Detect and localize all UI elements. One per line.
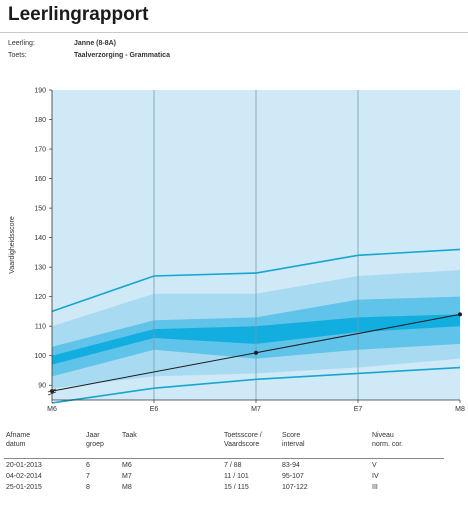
x-tick-label-m8: M8: [455, 406, 465, 413]
y-tick-label-120: 120: [34, 294, 46, 301]
y-tick-label-90: 90: [38, 383, 46, 390]
table-cell: IV: [372, 473, 379, 480]
table-cell: V: [372, 462, 377, 469]
table-cell: 25-01-2015: [6, 484, 42, 491]
table-cell: III: [372, 484, 378, 491]
student-label: Leerling:: [8, 40, 35, 47]
table-cell: 8: [86, 484, 90, 491]
student-row: Leerling: Janne (8-8A): [8, 40, 116, 47]
y-tick-label-160: 160: [34, 176, 46, 183]
score-chart: 90 100 110 120 130 140 150 160 170 180 190 M6 E6 M7 E7…: [9, 88, 465, 414]
table-header-line-2: Vaardscore: [224, 441, 260, 448]
table-header-line-1: Niveau: [372, 432, 394, 439]
table-cell: 107-122: [282, 484, 308, 491]
y-axis-label: Vaardigheidsscore: [9, 216, 16, 274]
x-tick-label-m7: M7: [251, 406, 261, 413]
upper-boundary-line: [51, 248, 461, 313]
table-cell: M7: [122, 473, 132, 480]
y-axis-break: [47, 388, 57, 396]
table-header-line-1: Taak: [122, 432, 137, 439]
table-header-line-1: Toetsscore /: [224, 432, 262, 439]
score-point-m8: [458, 312, 462, 317]
test-value: Taalverzorging - Grammatica: [74, 52, 170, 59]
table-header-line-2: norm. cor.: [372, 441, 404, 448]
x-tick-label-m6: M6: [47, 406, 57, 413]
table-header-line-2: interval: [282, 441, 305, 448]
table-cell: 11 / 101: [224, 473, 249, 480]
y-tick-label-130: 130: [34, 265, 46, 272]
table-cell: 6: [86, 462, 90, 469]
table-header-line-1: Jaar: [86, 432, 100, 439]
x-tick-label-e7: E7: [354, 406, 363, 413]
test-row: Toets: Taalverzorging - Grammatica: [8, 52, 170, 59]
table-cell: M8: [122, 484, 132, 491]
y-tick-label-190: 190: [34, 88, 46, 95]
lower-boundary-line: [51, 366, 461, 404]
table-cell: 83-94: [282, 462, 300, 469]
table-header-divider: [4, 458, 444, 459]
table-cell: 7: [86, 473, 90, 480]
table-header-line-2: datum: [6, 441, 26, 448]
y-tick-label-110: 110: [35, 324, 46, 331]
y-tick-label-170: 170: [34, 147, 46, 154]
table-cell: 7 / 88: [224, 462, 242, 469]
page-title: Leerlingrapport: [8, 4, 149, 25]
table-header-line-2: groep: [86, 441, 104, 448]
score-point-m7: [254, 350, 258, 355]
x-tick-label-e6: E6: [150, 406, 159, 413]
table-cell: M6: [122, 462, 132, 469]
y-tick-label-100: 100: [34, 353, 46, 360]
table-cell: 04-02-2014: [6, 473, 42, 480]
table-cell: 15 / 115: [224, 484, 249, 491]
table-cell: 95-107: [282, 473, 304, 480]
table-cell: 20-01-2013: [6, 462, 42, 469]
table-header-line-1: Score: [282, 432, 301, 439]
student-value: Janne (8-8A): [74, 40, 117, 47]
title-divider: [0, 32, 468, 33]
y-tick-label-150: 150: [34, 206, 46, 213]
y-tick-label-180: 180: [34, 117, 46, 124]
test-label: Toets:: [8, 52, 27, 59]
table-header-line-1: Afname: [6, 432, 31, 439]
y-tick-label-140: 140: [34, 235, 46, 242]
